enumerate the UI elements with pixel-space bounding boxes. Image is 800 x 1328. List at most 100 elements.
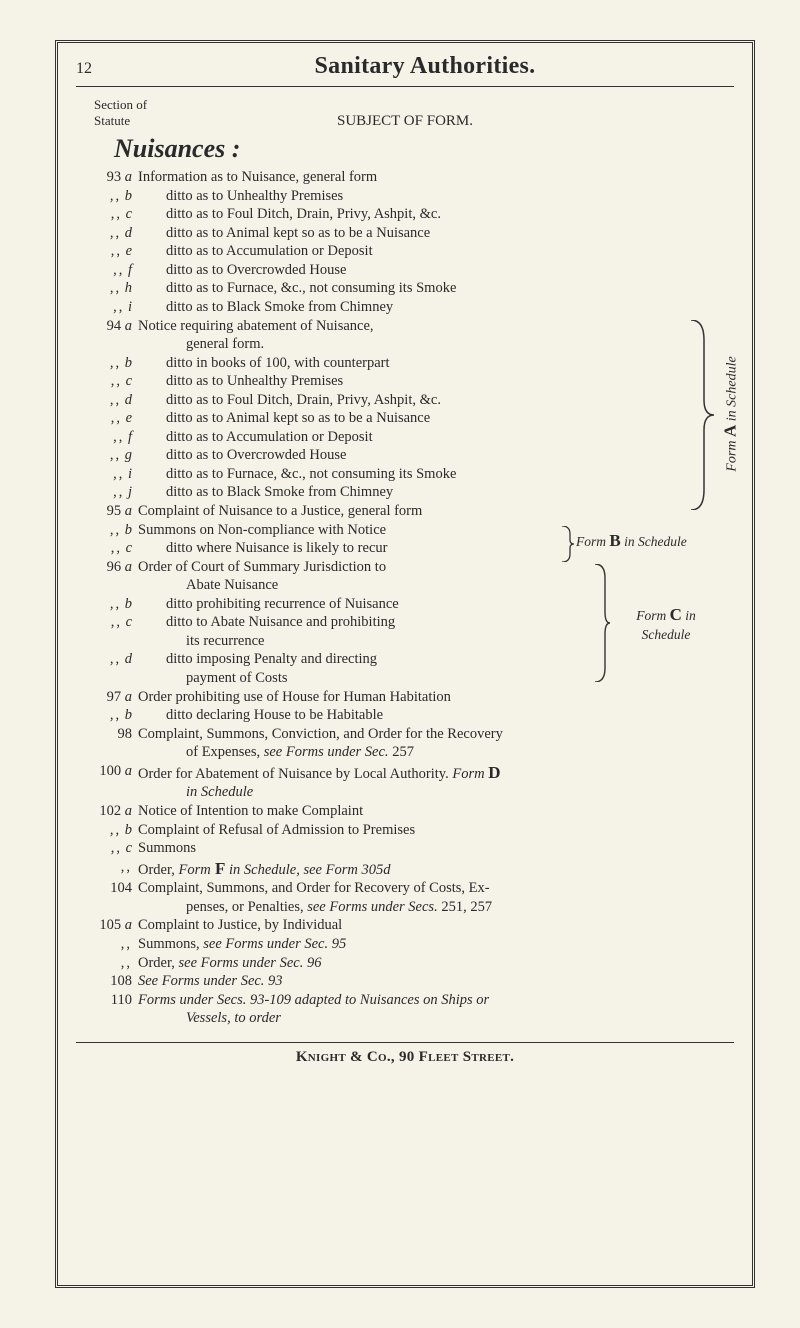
section-ref: ,, c <box>84 539 138 558</box>
entry-row: ,, jditto as to Black Smoke from Chimney <box>84 483 734 502</box>
section-ref: 97 a <box>84 688 138 707</box>
entry-row: ,,Summons, see Forms under Sec. 95 <box>84 935 734 954</box>
section-ref <box>84 783 138 802</box>
section-ref: ,, <box>84 858 138 877</box>
entry-text: Complaint, Summons, Conviction, and Orde… <box>138 725 734 744</box>
entry-text: Order for Abatement of Nuisance by Local… <box>138 762 734 784</box>
entry-text: ditto as to Unhealthy Premises <box>138 372 734 391</box>
entry-row: penses, or Penalties, see Forms under Se… <box>84 898 734 917</box>
entry-row: 94 aNotice requiring abatement of Nuisan… <box>84 317 734 336</box>
footer-text: Knight & Co., 90 Fleet Street. <box>76 1049 734 1066</box>
entry-row: ,, cditto as to Unhealthy Premises <box>84 372 734 391</box>
brace-b-icon <box>560 526 574 562</box>
form-a-brace-group <box>686 320 716 510</box>
section-ref: 108 <box>84 972 138 991</box>
entry-row: 100 aOrder for Abatement of Nuisance by … <box>84 762 734 784</box>
entry-text: payment of Costs <box>138 669 734 688</box>
entry-text: ditto as to Animal kept so as to be a Nu… <box>138 224 734 243</box>
entry-text: ditto as to Animal kept so as to be a Nu… <box>138 409 734 428</box>
entry-text: ditto as to Accumulation or Deposit <box>138 428 734 447</box>
page-number: 12 <box>76 60 116 78</box>
entry-row: ,, dditto as to Foul Ditch, Drain, Privy… <box>84 391 734 410</box>
entry-text: See Forms under Sec. 93 <box>138 972 734 991</box>
section-ref: ,, b <box>84 521 138 540</box>
entry-row: 104Complaint, Summons, and Order for Rec… <box>84 879 734 898</box>
entry-text: ditto as to Furnace, &c., not consuming … <box>138 279 734 298</box>
section-ref <box>84 632 138 651</box>
section-ref: ,, b <box>84 706 138 725</box>
entry-row: ,, hditto as to Furnace, &c., not consum… <box>84 279 734 298</box>
section-ref <box>84 669 138 688</box>
section-ref <box>84 1009 138 1028</box>
section-ref: 93 a <box>84 168 138 187</box>
entry-text: ditto as to Foul Ditch, Drain, Privy, As… <box>138 391 734 410</box>
entry-row: ,, editto as to Animal kept so as to be … <box>84 409 734 428</box>
section-ref <box>84 898 138 917</box>
entry-row: 96 aOrder of Court of Summary Jurisdicti… <box>84 558 734 577</box>
entry-text: Notice requiring abatement of Nuisance, <box>138 317 734 336</box>
entry-text: Order prohibiting use of House for Human… <box>138 688 734 707</box>
entry-text: Order of Court of Summary Jurisdiction t… <box>138 558 734 577</box>
section-ref: 95 a <box>84 502 138 521</box>
section-ref: 98 <box>84 725 138 744</box>
form-a-label: Form A in Schedule <box>719 356 741 471</box>
entry-text: Complaint of Refusal of Admission to Pre… <box>138 821 734 840</box>
header-title: Sanitary Authorities. <box>116 53 734 80</box>
section-ref: 110 <box>84 991 138 1010</box>
section-ref: 94 a <box>84 317 138 336</box>
section-ref: ,, <box>84 935 138 954</box>
entry-row: ,, bditto as to Unhealthy Premises <box>84 187 734 206</box>
section-ref: 104 <box>84 879 138 898</box>
form-b-brace-group <box>560 526 574 562</box>
footer-rule: Knight & Co., 90 Fleet Street. <box>76 1042 734 1066</box>
entry-text: Complaint, Summons, and Order for Recove… <box>138 879 734 898</box>
entry-row: ,, iditto as to Black Smoke from Chimney <box>84 298 734 317</box>
entry-row: ,,Order, Form F in Schedule, see Form 30… <box>84 858 734 880</box>
entry-text: Notice of Intention to make Complaint <box>138 802 734 821</box>
entry-row: ,, gditto as to Overcrowded House <box>84 446 734 465</box>
section-ref: 105 a <box>84 916 138 935</box>
section-ref: ,, c <box>84 205 138 224</box>
section-ref <box>84 335 138 354</box>
section-ref: ,, h <box>84 279 138 298</box>
header-row: 12 Sanitary Authorities. <box>76 53 734 87</box>
section-ref: ,, i <box>84 465 138 484</box>
entry-row: ,,Order, see Forms under Sec. 96 <box>84 954 734 973</box>
entry-row: 97 aOrder prohibiting use of House for H… <box>84 688 734 707</box>
entry-text: Complaint to Justice, by Individual <box>138 916 734 935</box>
section-ref: ,, g <box>84 446 138 465</box>
section-ref: ,, b <box>84 354 138 373</box>
section-ref: ,, b <box>84 187 138 206</box>
entry-row: Abate Nuisance <box>84 576 734 595</box>
section-ref: ,, <box>84 954 138 973</box>
entry-row: 108See Forms under Sec. 93 <box>84 972 734 991</box>
entry-row: general form. <box>84 335 734 354</box>
section-ref: 96 a <box>84 558 138 577</box>
entry-text: Summons, see Forms under Sec. 95 <box>138 935 734 954</box>
section-ref: ,, e <box>84 242 138 261</box>
entry-text: ditto as to Overcrowded House <box>138 446 734 465</box>
section-ref: 100 a <box>84 762 138 781</box>
form-c-label: Form C inSchedule <box>616 604 716 643</box>
entry-text: Vessels, to order <box>138 1009 734 1028</box>
entry-row: ,, dditto as to Animal kept so as to be … <box>84 224 734 243</box>
statute-text: Statute <box>94 113 130 128</box>
entry-row: 110Forms under Secs. 93-109 adapted to N… <box>84 991 734 1010</box>
brace-a-icon <box>686 320 716 510</box>
section-ref: ,, j <box>84 483 138 502</box>
entry-row: ,, cditto as to Foul Ditch, Drain, Privy… <box>84 205 734 224</box>
entry-text: ditto as to Black Smoke from Chimney <box>138 483 734 502</box>
form-c-brace-group <box>592 564 610 682</box>
entry-text: ditto as to Accumulation or Deposit <box>138 242 734 261</box>
entry-text: Information as to Nuisance, general form <box>138 168 734 187</box>
entry-text: Order, Form F in Schedule, see Form 305d <box>138 858 734 880</box>
entry-row: 105 aComplaint to Justice, by Individual <box>84 916 734 935</box>
entry-row: ,, fditto as to Accumulation or Deposit <box>84 428 734 447</box>
entry-row: ,, editto as to Accumulation or Deposit <box>84 242 734 261</box>
entry-text: Forms under Secs. 93-109 adapted to Nuis… <box>138 991 734 1010</box>
entry-row: of Expenses, see Forms under Sec. 257 <box>84 743 734 762</box>
section-ref: ,, d <box>84 391 138 410</box>
section-ref: ,, f <box>84 428 138 447</box>
section-ref: ,, i <box>84 298 138 317</box>
entry-row: Vessels, to order <box>84 1009 734 1028</box>
